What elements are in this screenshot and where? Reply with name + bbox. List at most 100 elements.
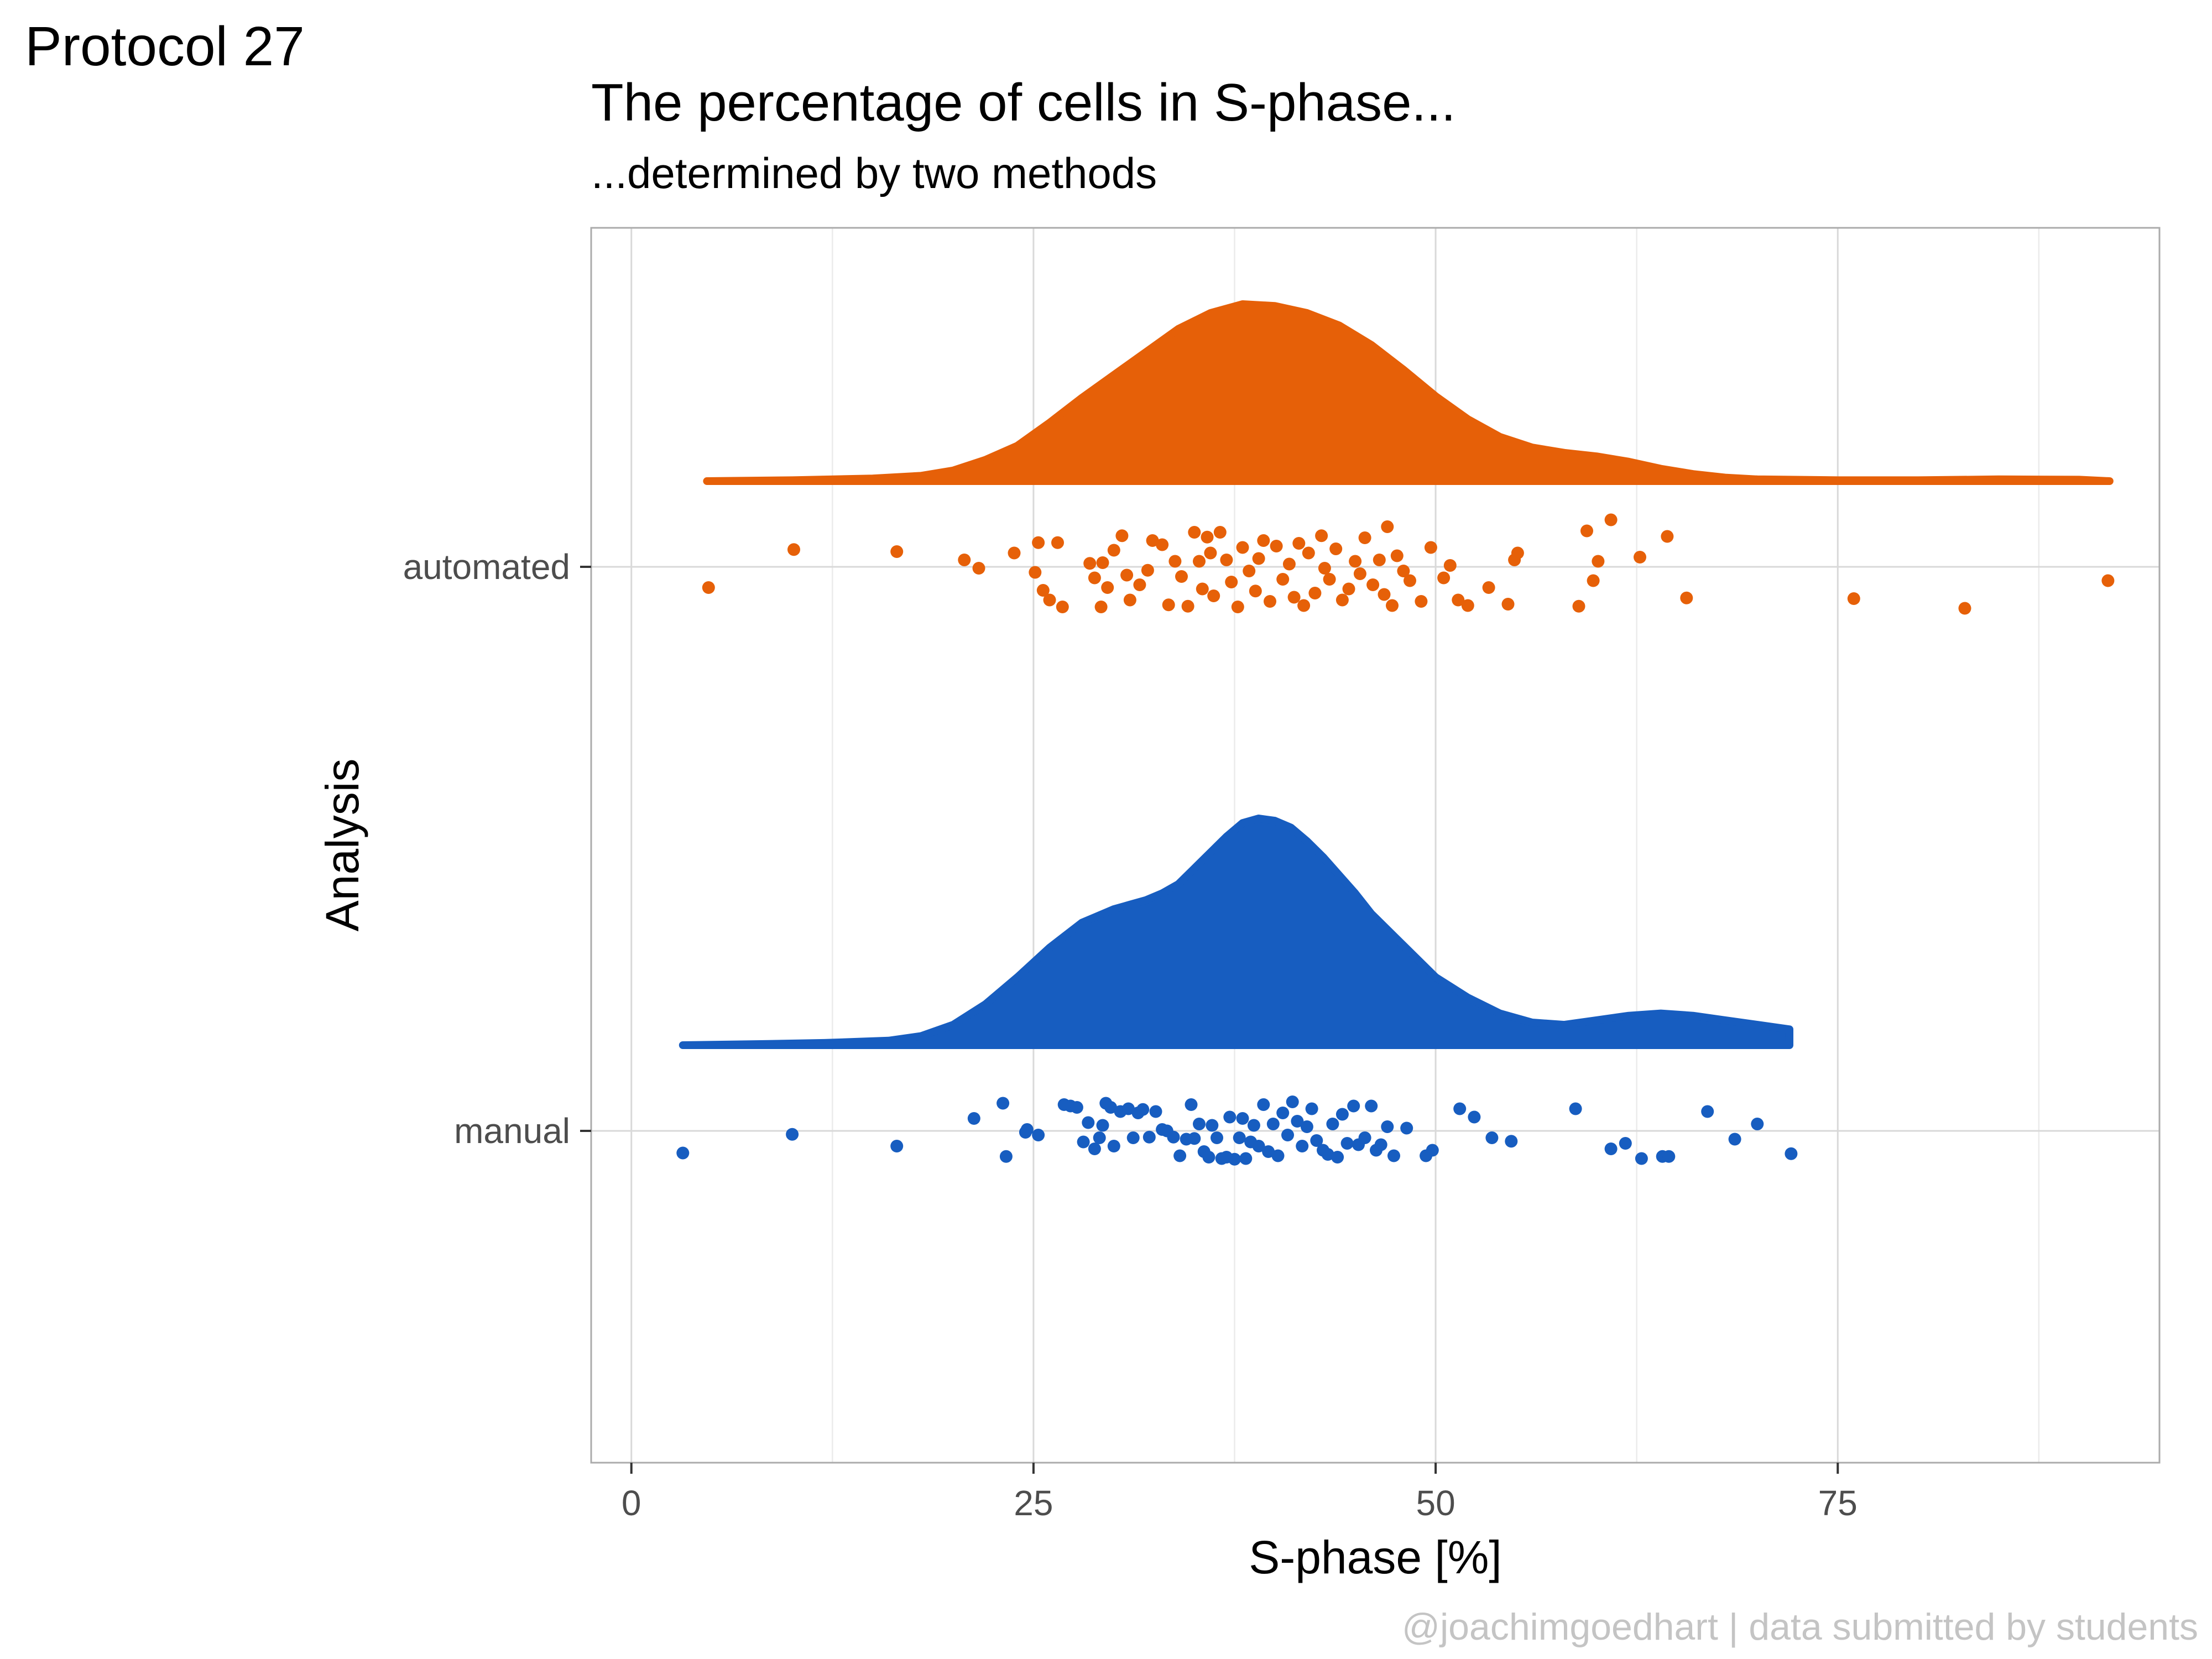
x-axis-title: S-phase [%]	[1249, 1531, 1502, 1583]
automated-data-point	[1213, 526, 1227, 539]
automated-data-point	[1036, 584, 1050, 597]
manual-data-point	[1321, 1148, 1334, 1161]
manual-data-point	[1619, 1137, 1632, 1150]
automated-data-point	[1386, 599, 1399, 612]
automated-data-point	[972, 562, 985, 575]
automated-data-point	[1397, 565, 1410, 577]
manual-data-point	[1252, 1140, 1265, 1152]
data-points	[676, 513, 2115, 1166]
automated-data-point	[1329, 542, 1343, 555]
automated-data-point	[1051, 536, 1064, 549]
manual-data-point	[1070, 1101, 1083, 1114]
automated-data-point	[1252, 552, 1265, 565]
automated-data-point	[1482, 581, 1495, 594]
automated-data-point	[1141, 564, 1154, 577]
manual-data-point	[999, 1150, 1013, 1163]
manual-data-point	[1701, 1105, 1714, 1118]
automated-data-point	[1249, 585, 1262, 598]
automated-data-point	[1083, 557, 1097, 570]
manual-data-point	[1223, 1110, 1237, 1124]
chart-title: The percentage of cells in S-phase...	[591, 73, 1456, 132]
automated-data-point	[1308, 587, 1322, 599]
manual-data-point	[1374, 1138, 1387, 1151]
manual-data-point	[1266, 1118, 1280, 1130]
manual-data-point	[1185, 1098, 1198, 1111]
chart-subtitle: ...determined by two methods	[591, 149, 1157, 197]
manual-data-point	[1236, 1112, 1249, 1125]
automated-data-point	[1096, 556, 1109, 569]
manual-data-point	[786, 1128, 799, 1141]
automated-data-point	[1680, 591, 1693, 604]
automated-data-point	[1323, 573, 1336, 586]
automated-data-point	[1270, 540, 1283, 552]
y-tick-label: automated	[403, 547, 570, 587]
automated-data-point	[1220, 554, 1233, 566]
manual-data-point	[1331, 1151, 1344, 1164]
x-tick-label: 0	[622, 1483, 641, 1523]
automated-data-point	[1415, 595, 1428, 608]
automated-data-point	[1257, 534, 1270, 547]
automated-data-point	[702, 581, 715, 594]
automated-data-point	[1188, 526, 1201, 539]
automated-data-point	[1318, 562, 1331, 575]
manual-data-point	[1276, 1107, 1290, 1119]
manual-data-point	[1188, 1132, 1201, 1145]
manual-data-point	[1206, 1119, 1219, 1132]
manual-data-point	[1211, 1131, 1223, 1144]
y-tick-label: manual	[454, 1111, 570, 1151]
x-tick-label: 75	[1818, 1483, 1858, 1523]
manual-data-point	[890, 1140, 904, 1152]
automated-data-point	[1358, 531, 1371, 544]
manual-data-point	[1104, 1101, 1117, 1114]
automated-data-point	[1302, 546, 1315, 560]
automated-data-point	[1156, 538, 1169, 551]
manual-data-point	[1296, 1140, 1309, 1152]
automated-data-point	[1437, 571, 1451, 585]
automated-data-point	[1315, 529, 1328, 542]
automated-data-point	[1390, 549, 1404, 562]
manual-data-point	[1247, 1119, 1260, 1132]
protocol-label: Protocol 27	[25, 15, 305, 77]
automated-data-point	[1123, 593, 1136, 607]
manual-data-point	[997, 1097, 1010, 1110]
automated-data-point	[1168, 555, 1182, 568]
manual-data-point	[1082, 1116, 1095, 1129]
manual-data-point	[1728, 1133, 1741, 1146]
automated-data-point	[787, 543, 800, 556]
manual-data-point	[1202, 1151, 1215, 1164]
automated-data-point	[1243, 565, 1256, 577]
automated-data-point	[1297, 599, 1311, 612]
manual-data-point	[1662, 1150, 1676, 1163]
automated-data-point	[1225, 576, 1238, 588]
manual-data-point	[1167, 1130, 1180, 1144]
automated-data-point	[1847, 592, 1860, 605]
automated-data-point	[890, 545, 904, 558]
automated-data-point	[1353, 567, 1366, 580]
automated-data-point	[1236, 541, 1249, 554]
automated-data-point	[1181, 599, 1194, 613]
automated-data-point	[1043, 593, 1056, 607]
manual-data-point	[1569, 1102, 1582, 1115]
manual-data-point	[1453, 1102, 1467, 1115]
automated-data-point	[1008, 546, 1021, 560]
automated-data-point	[1592, 555, 1605, 568]
automated-data-point	[1231, 601, 1244, 613]
automated-data-point	[1094, 601, 1108, 613]
automated-data-point	[1276, 573, 1290, 586]
x-tick-label: 25	[1014, 1483, 1053, 1523]
manual-data-point	[1635, 1152, 1648, 1165]
density-clouds	[679, 300, 2114, 1049]
automated-data-point	[1342, 582, 1355, 596]
automated-data-point	[1604, 513, 1618, 526]
manual-data-point	[1136, 1103, 1150, 1116]
manual-data-point	[676, 1146, 690, 1160]
automated-data-point	[1501, 598, 1515, 611]
automated-data-point	[1366, 578, 1380, 591]
automated-data-point	[1634, 551, 1646, 564]
automated-data-point	[1572, 599, 1585, 613]
automated-data-point	[1107, 544, 1120, 557]
automated-data-point	[1162, 598, 1175, 612]
manual-data-point	[1785, 1147, 1798, 1160]
manual-data-point	[1149, 1105, 1162, 1118]
